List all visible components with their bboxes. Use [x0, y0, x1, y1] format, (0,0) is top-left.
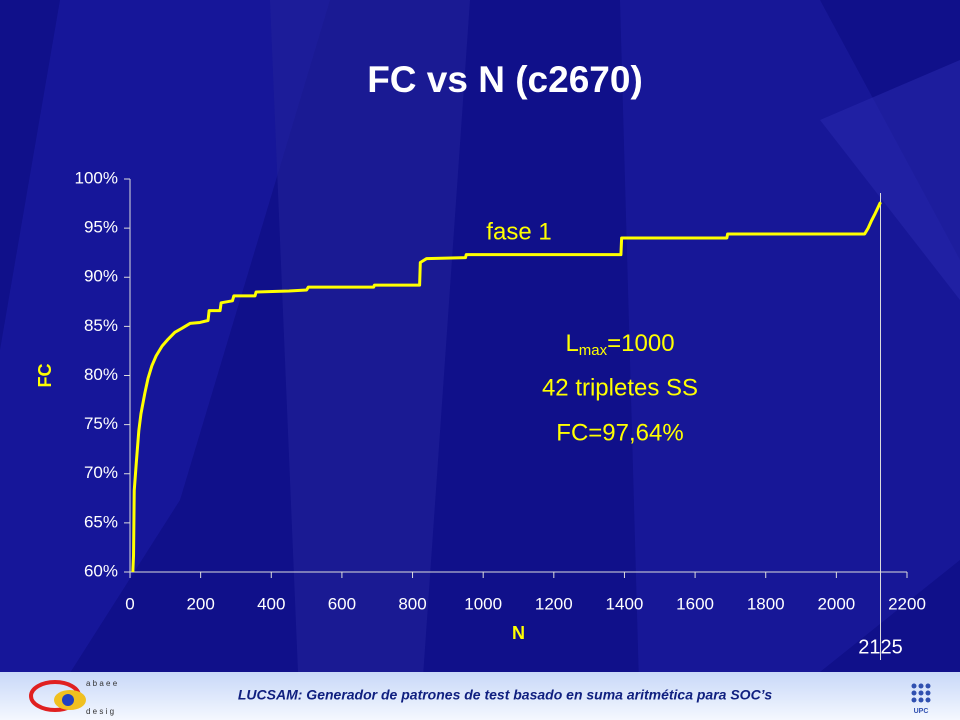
y-axis-label: FC: [35, 364, 55, 388]
x-tick-label: 0: [125, 594, 134, 613]
x-tick-label: 1000: [464, 594, 502, 613]
x-tick-label: 2000: [817, 594, 855, 613]
annotation-part: max: [579, 342, 608, 359]
y-tick-label: 65%: [84, 512, 118, 531]
annotation: FC=97,64%: [556, 419, 683, 446]
annotation-part: L: [565, 330, 578, 357]
x-tick-label: 800: [398, 594, 426, 613]
y-tick-label: 75%: [84, 414, 118, 433]
annotation: 42 tripletes SS: [542, 374, 698, 401]
y-tick-label: 85%: [84, 316, 118, 335]
x-tick-label: 1800: [747, 594, 785, 613]
y-tick-label: 80%: [84, 365, 118, 384]
left-logo: a b a e e d e s i g: [29, 679, 118, 716]
y-tick-label: 90%: [84, 267, 118, 286]
marker-label: 2125: [858, 636, 903, 658]
annotation: Lmax=1000: [565, 330, 674, 359]
x-tick-label: 1200: [535, 594, 573, 613]
footer-text: LUCSAM: Generador de patrones de test ba…: [238, 687, 772, 703]
upc-logo: UPC: [911, 683, 931, 715]
x-tick-label: 600: [328, 594, 356, 613]
series-line: [131, 201, 882, 573]
x-axis-label: N: [512, 623, 525, 643]
svg-text:UPC: UPC: [914, 708, 929, 715]
svg-text:d e s i g: d e s i g: [86, 707, 114, 716]
x-tick-label: 1600: [676, 594, 714, 613]
annotation-part: =1000: [607, 330, 674, 357]
plot-area: 60% 65% 70% 75% 80% 85% 90% 95% 100% 0 200 400 600 80…: [35, 168, 926, 660]
x-tick-label: 2200: [888, 594, 926, 613]
chart-title: FC vs N (c2670): [367, 59, 643, 100]
x-tick-label: 200: [186, 594, 214, 613]
y-tick-label: 70%: [84, 463, 118, 482]
x-tick-label: 1400: [606, 594, 644, 613]
footer-bar: [0, 672, 960, 720]
y-tick-label: 95%: [84, 218, 118, 237]
y-tick-label: 100%: [75, 168, 118, 187]
y-tick-label: 60%: [84, 561, 118, 580]
annotation: fase 1: [486, 218, 551, 245]
x-tick-label: 400: [257, 594, 285, 613]
svg-text:a b a e e: a b a e e: [86, 679, 118, 688]
